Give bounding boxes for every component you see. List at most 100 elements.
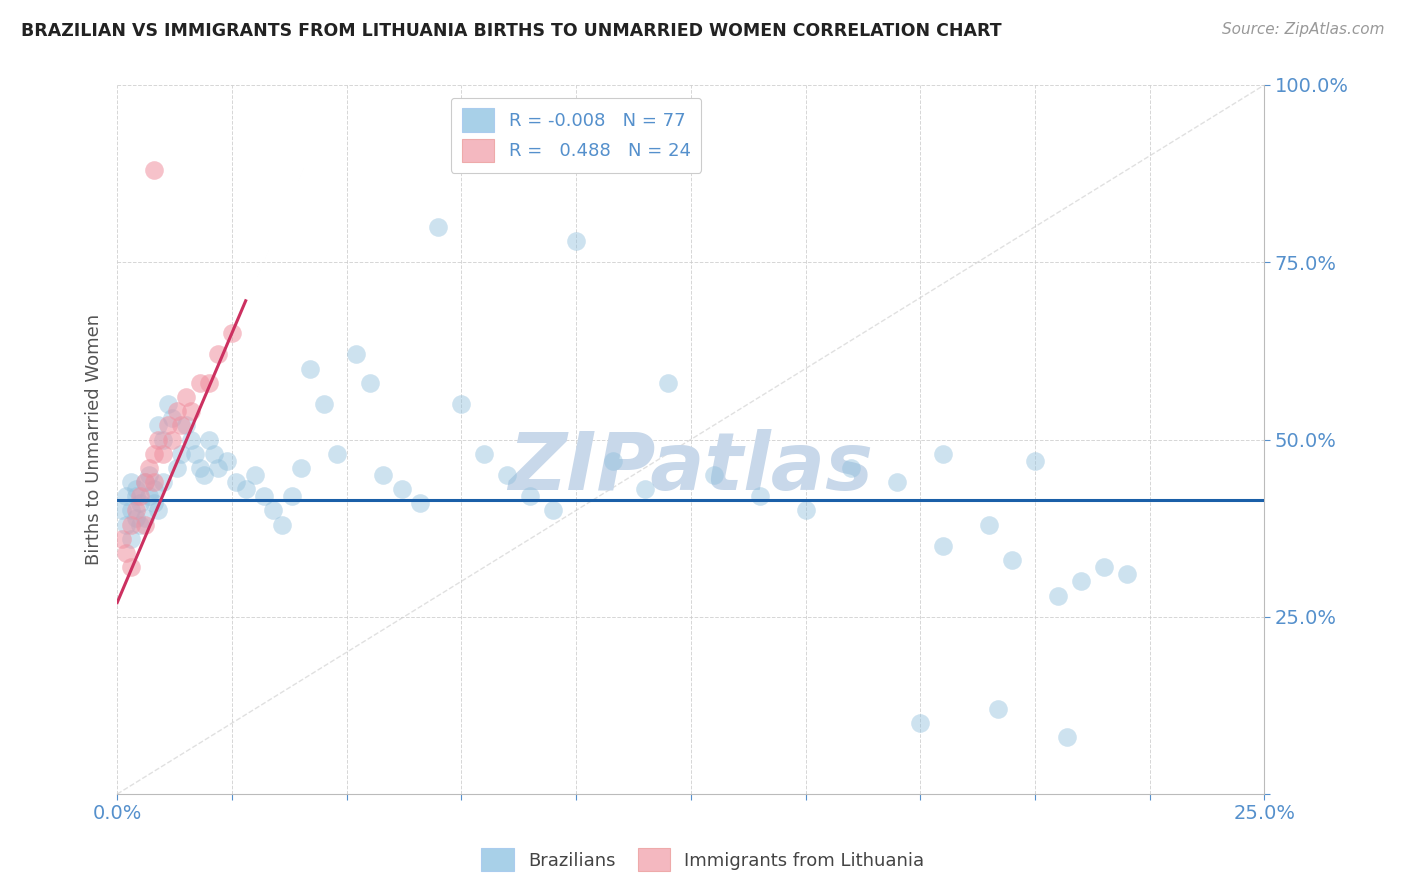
Point [148, 433, 170, 447]
Point [148, 503, 170, 517]
Point [1001, 553, 1024, 567]
Point [541, 503, 564, 517]
Y-axis label: Births to Unmarried Women: Births to Unmarried Women [86, 314, 103, 565]
Point [174, 390, 197, 404]
Point [1092, 560, 1115, 574]
Point [1024, 454, 1046, 468]
Point [124, 503, 146, 517]
Point [138, 467, 160, 482]
Point [111, 532, 134, 546]
Point [290, 461, 312, 475]
Point [207, 347, 229, 361]
Point [409, 496, 432, 510]
Point [134, 517, 156, 532]
Point [1056, 731, 1078, 745]
Point [221, 326, 243, 340]
Point [111, 503, 134, 517]
Point [142, 496, 165, 510]
Point [170, 418, 193, 433]
Point [120, 503, 142, 517]
Point [373, 467, 395, 482]
Point [129, 496, 152, 510]
Point [359, 376, 381, 390]
Point [148, 418, 170, 433]
Point [142, 163, 165, 178]
Point [235, 482, 257, 496]
Point [188, 461, 211, 475]
Point [134, 475, 156, 489]
Point [794, 503, 817, 517]
Point [134, 510, 156, 524]
Point [124, 489, 146, 503]
Point [932, 447, 955, 461]
Point [152, 433, 174, 447]
Point [243, 467, 266, 482]
Point [496, 467, 519, 482]
Point [1046, 589, 1069, 603]
Point [427, 219, 450, 234]
Point [217, 454, 239, 468]
Text: ZIPatlas: ZIPatlas [509, 429, 873, 507]
Point [298, 361, 321, 376]
Point [472, 447, 495, 461]
Point [170, 447, 193, 461]
Point [910, 716, 932, 731]
Point [180, 404, 202, 418]
Point [519, 489, 541, 503]
Point [142, 447, 165, 461]
Point [156, 418, 179, 433]
Point [987, 702, 1010, 716]
Point [657, 376, 679, 390]
Point [120, 532, 142, 546]
Point [166, 404, 188, 418]
Point [142, 482, 165, 496]
Point [115, 546, 138, 560]
Point [174, 418, 197, 433]
Point [932, 539, 955, 553]
Point [262, 503, 284, 517]
Point [124, 482, 146, 496]
Point [977, 517, 1000, 532]
Point [253, 489, 276, 503]
Point [180, 433, 202, 447]
Point [138, 489, 160, 503]
Point [193, 467, 215, 482]
Point [280, 489, 302, 503]
Point [184, 447, 207, 461]
Point [841, 461, 863, 475]
Point [166, 461, 188, 475]
Point [115, 489, 138, 503]
Point [886, 475, 908, 489]
Point [129, 517, 152, 532]
Point [152, 447, 174, 461]
Point [344, 347, 367, 361]
Point [120, 560, 142, 574]
Point [162, 411, 184, 425]
Point [142, 475, 165, 489]
Point [450, 397, 472, 411]
Point [134, 475, 156, 489]
Text: Source: ZipAtlas.com: Source: ZipAtlas.com [1222, 22, 1385, 37]
Point [120, 475, 142, 489]
Point [156, 397, 179, 411]
Point [152, 475, 174, 489]
Point [207, 461, 229, 475]
Point [225, 475, 247, 489]
Point [271, 517, 294, 532]
Point [129, 489, 152, 503]
Text: BRAZILIAN VS IMMIGRANTS FROM LITHUANIA BIRTHS TO UNMARRIED WOMEN CORRELATION CHA: BRAZILIAN VS IMMIGRANTS FROM LITHUANIA B… [21, 22, 1001, 40]
Point [1070, 574, 1092, 589]
Point [138, 461, 160, 475]
Point [124, 510, 146, 524]
Point [198, 433, 221, 447]
Point [198, 376, 221, 390]
Legend: R = -0.008   N = 77, R =   0.488   N = 24: R = -0.008 N = 77, R = 0.488 N = 24 [451, 97, 702, 173]
Point [748, 489, 770, 503]
Point [565, 234, 588, 248]
Point [634, 482, 657, 496]
Point [188, 376, 211, 390]
Point [326, 447, 349, 461]
Legend: Brazilians, Immigrants from Lithuania: Brazilians, Immigrants from Lithuania [474, 841, 932, 879]
Point [312, 397, 335, 411]
Point [391, 482, 413, 496]
